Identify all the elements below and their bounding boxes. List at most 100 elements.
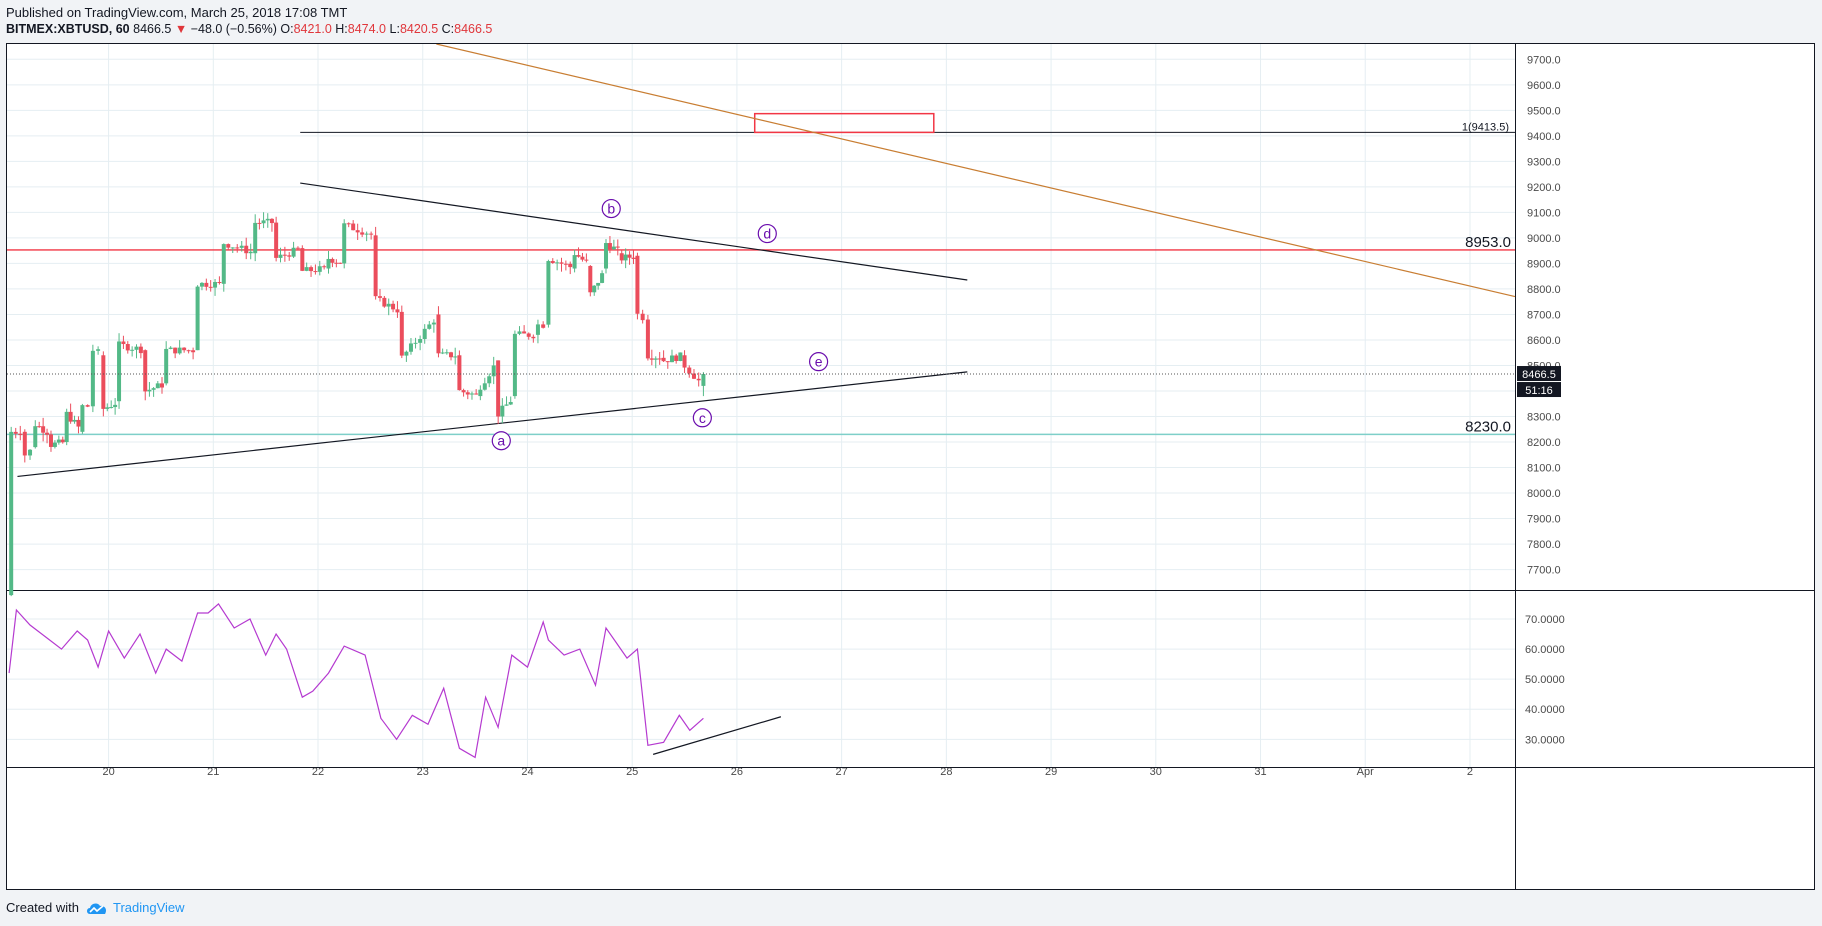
candle-body xyxy=(517,331,522,334)
y-tick-label: 9300.0 xyxy=(1527,156,1561,168)
candle-body xyxy=(682,355,687,368)
candle-body xyxy=(360,232,365,235)
y-tick-label: 8700.0 xyxy=(1527,309,1561,321)
symbol-name[interactable]: BITMEX:XBTUSD, 60 xyxy=(6,22,130,36)
candle-body xyxy=(478,389,483,397)
candle-body xyxy=(269,218,274,224)
candle-body xyxy=(568,263,573,268)
candle-body xyxy=(113,404,118,408)
triangle-upper-trendline xyxy=(300,182,968,281)
candle-body xyxy=(391,303,396,310)
x-tick-label: 24 xyxy=(521,766,533,778)
triangle-lower-trendline xyxy=(17,371,968,478)
candle-body xyxy=(444,352,449,354)
candle-body xyxy=(496,360,501,417)
candle-body xyxy=(101,355,106,409)
x-tick-label: 21 xyxy=(207,766,219,778)
x-tick-label: 25 xyxy=(626,766,638,778)
candle-body xyxy=(457,355,462,391)
candle-body xyxy=(56,439,61,443)
candle-body xyxy=(182,347,187,351)
last-price: 8466.5 xyxy=(133,22,172,36)
fib-level-label: 1(9413.5) xyxy=(1462,121,1509,133)
candle-body xyxy=(60,439,65,443)
candle-body xyxy=(177,347,182,354)
candle-body xyxy=(300,248,305,271)
candle-body xyxy=(395,309,400,313)
y-tick-label: 7700.0 xyxy=(1527,565,1561,577)
wave-label-circle xyxy=(757,223,777,244)
y-tick-label: 8800.0 xyxy=(1527,284,1561,296)
candle-body xyxy=(155,383,160,389)
candle-body xyxy=(546,261,551,325)
candle-body xyxy=(422,328,427,340)
candle-body xyxy=(265,218,270,221)
candle-body xyxy=(500,405,505,417)
candle-body xyxy=(512,333,517,397)
published-line: Published on TradingView.com, March 25, … xyxy=(6,5,348,20)
candle-body xyxy=(72,419,77,422)
chart-frame[interactable]: 20 21 22 23 24 25 26 27 28 29 30 31 Apr 2 7700.0 7800.0… xyxy=(6,43,1815,890)
target-zone-box xyxy=(753,112,935,134)
candle-body xyxy=(291,247,296,257)
candle-body xyxy=(465,392,470,395)
candle-body xyxy=(199,282,204,287)
candle-body xyxy=(678,352,683,362)
candle-body xyxy=(701,374,706,386)
candle-body xyxy=(342,223,347,264)
candle-body xyxy=(469,393,474,395)
candle-body xyxy=(338,262,343,264)
candle-body xyxy=(96,349,101,351)
candle-body xyxy=(235,247,240,249)
chart-canvas[interactable]: 20 21 22 23 24 25 26 27 28 29 30 31 Apr 2 7700.0 7800.0… xyxy=(7,44,1814,889)
wave-label-circle xyxy=(808,352,829,372)
tradingview-link[interactable]: TradingView xyxy=(85,900,185,915)
candle-body xyxy=(64,411,69,443)
candle-body xyxy=(661,357,666,362)
close-label: C: xyxy=(441,22,455,36)
candle-body xyxy=(404,351,409,356)
x-tick-label: 29 xyxy=(1045,766,1057,778)
candle-body xyxy=(572,255,577,269)
candle-body xyxy=(173,347,178,354)
candle-body xyxy=(431,322,436,325)
rsi-tick-label: 60.0000 xyxy=(1525,644,1565,656)
candle-body xyxy=(645,319,650,359)
candle-body xyxy=(295,247,300,249)
candle-body xyxy=(85,405,90,407)
countdown-badge xyxy=(1517,382,1561,398)
tradingview-cloud-icon xyxy=(86,903,107,914)
candle-body xyxy=(304,267,309,271)
candle-body xyxy=(399,311,404,356)
y-tick-label: 8100.0 xyxy=(1527,463,1561,475)
candle-body xyxy=(253,222,258,254)
candle-body xyxy=(588,265,593,293)
rsi-tick-label: 30.0000 xyxy=(1525,734,1565,746)
candle-body xyxy=(217,282,222,284)
candle-body xyxy=(322,266,327,268)
candle-body xyxy=(449,352,454,358)
created-with-label: Created with xyxy=(6,900,79,915)
rsi-tick-label: 50.0000 xyxy=(1525,674,1565,686)
candle-body xyxy=(109,407,114,409)
candle-body xyxy=(418,339,423,343)
candle-body xyxy=(309,267,314,272)
candle-body xyxy=(453,356,458,358)
candle-body xyxy=(330,258,335,263)
y-tick-label: 8000.0 xyxy=(1527,488,1561,500)
y-tick-label: 8200.0 xyxy=(1527,437,1561,449)
candle-body xyxy=(117,341,122,402)
candle-body xyxy=(627,254,632,258)
candle-body xyxy=(657,358,662,360)
candle-body xyxy=(186,350,191,352)
x-tick-label: 2 xyxy=(1467,766,1473,778)
candle-body xyxy=(487,376,492,384)
candle-body xyxy=(313,271,318,273)
y-tick-label: 7800.0 xyxy=(1527,539,1561,551)
candle-body xyxy=(669,355,674,363)
candle-body xyxy=(504,404,509,406)
candle-body xyxy=(213,282,218,288)
candle-body xyxy=(482,383,487,390)
candle-body xyxy=(68,411,73,422)
candle-body xyxy=(691,373,696,379)
